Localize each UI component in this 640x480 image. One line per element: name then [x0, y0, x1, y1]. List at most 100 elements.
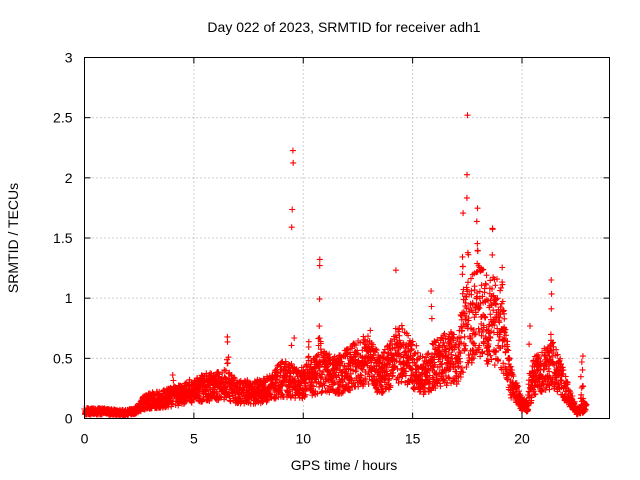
data-point [468, 326, 475, 332]
data-point [501, 315, 508, 322]
data-point [305, 338, 312, 345]
data-point [471, 327, 477, 333]
data-point [473, 218, 480, 225]
data-point [451, 346, 458, 353]
data-point [330, 379, 337, 385]
data-point [414, 356, 421, 363]
data-point [315, 351, 322, 358]
data-point [482, 314, 489, 321]
data-point [480, 266, 487, 273]
data-point [463, 194, 470, 201]
data-point [441, 330, 448, 337]
x-tick-label: 0 [81, 431, 89, 447]
data-point [338, 358, 345, 365]
data-point [405, 332, 412, 339]
data-point [225, 354, 232, 361]
data-point [409, 338, 416, 345]
data-point [392, 267, 399, 274]
data-point [298, 364, 305, 371]
data-point [358, 372, 365, 379]
data-point [357, 371, 364, 378]
data-point [227, 398, 234, 405]
data-point [483, 296, 490, 303]
data-point [489, 251, 496, 258]
data-point [305, 353, 312, 360]
data-point [491, 362, 498, 369]
data-point [497, 287, 504, 294]
data-point [291, 335, 298, 341]
data-point [464, 171, 470, 178]
data-point [478, 332, 485, 339]
data-point [558, 377, 565, 384]
data-point [316, 335, 323, 341]
data-point [317, 338, 324, 345]
data-point [500, 336, 507, 343]
data-point [365, 381, 372, 387]
data-point [365, 333, 371, 340]
data-point [483, 281, 489, 288]
data-point [463, 364, 470, 370]
data-point [528, 392, 535, 399]
data-point [302, 382, 309, 389]
data-point [461, 333, 468, 340]
data-point [460, 210, 467, 217]
data-point [331, 353, 338, 360]
data-point [425, 350, 432, 357]
data-point [480, 328, 487, 335]
data-point [457, 334, 464, 341]
data-point [493, 301, 499, 308]
data-point [372, 346, 379, 353]
data-point [548, 305, 555, 312]
data-point [320, 368, 327, 375]
data-point [499, 279, 506, 286]
data-point [301, 393, 308, 400]
data-point [188, 399, 195, 406]
y-tick-label: 1.5 [53, 230, 73, 246]
data-point [494, 276, 500, 283]
data-point [354, 347, 361, 354]
data-point [459, 327, 465, 334]
data-point [453, 341, 460, 348]
data-point [348, 375, 355, 382]
data-point [371, 366, 378, 373]
data-point [223, 394, 230, 401]
data-point [557, 355, 564, 362]
data-point [295, 391, 302, 398]
data-point [503, 332, 509, 339]
data-point [439, 360, 446, 367]
data-point [381, 376, 387, 383]
data-point [560, 367, 567, 374]
data-point [534, 368, 541, 374]
data-point [475, 304, 482, 311]
data-point [197, 395, 204, 402]
data-point [408, 365, 415, 372]
data-point [502, 326, 509, 333]
data-point [490, 292, 497, 299]
data-point [302, 391, 309, 398]
data-point [353, 367, 360, 373]
data-point [301, 372, 308, 379]
data-point [465, 251, 472, 258]
data-points [81, 112, 590, 419]
data-point [525, 406, 532, 413]
data-point [428, 288, 435, 294]
data-point [321, 382, 328, 389]
data-point [326, 351, 333, 358]
data-point [553, 346, 560, 353]
data-point [455, 363, 462, 370]
data-point [479, 293, 486, 300]
data-point [440, 376, 447, 383]
data-point [457, 374, 464, 380]
data-point [479, 350, 486, 357]
data-point [409, 341, 415, 348]
data-point [389, 372, 396, 379]
data-point [550, 359, 557, 366]
y-axis-label: SRMTID / TECUs [5, 183, 21, 293]
data-point [488, 356, 495, 363]
data-point [428, 315, 435, 322]
data-point [506, 355, 513, 362]
data-point [307, 361, 314, 368]
data-point [457, 350, 464, 357]
data-point [447, 340, 454, 346]
data-point [468, 275, 474, 282]
